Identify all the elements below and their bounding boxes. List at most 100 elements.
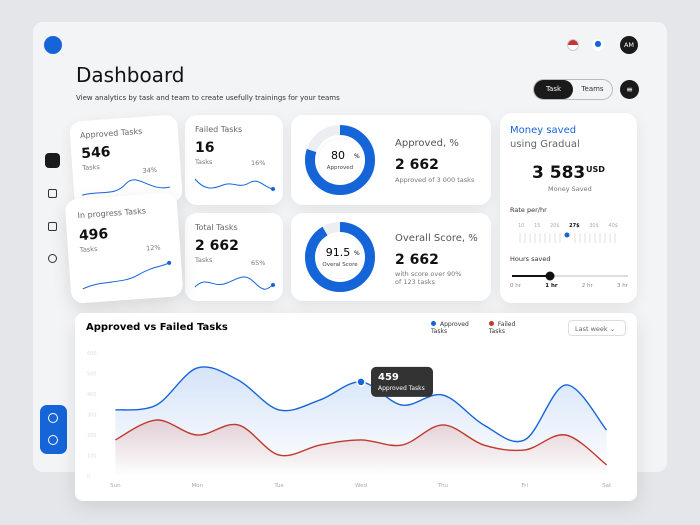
series-line — [115, 419, 608, 466]
hours-option: 0 hr — [510, 283, 521, 289]
card-label: Approved Tasks — [79, 126, 143, 141]
x-tick-label: Sat — [602, 483, 612, 489]
menu[interactable]: ≡ — [620, 80, 639, 99]
rate-ticks — [519, 231, 616, 243]
y-tick-label: 0 — [87, 474, 90, 480]
card-label: Failed Tasks — [195, 125, 243, 134]
hours-label: Hours saved — [510, 255, 551, 263]
legend: Approved Tasks Failed Tasks — [431, 321, 527, 335]
rate-scale: 10 15 20$ 27$ 30$ 40$ — [518, 223, 618, 229]
y-tick-label: 100 — [87, 454, 97, 460]
tab[interactable]: Teams — [581, 85, 604, 93]
tooltip — [371, 366, 433, 397]
rate-option: 30$ — [589, 223, 599, 229]
donut-total: 2 662 — [395, 252, 439, 268]
rate-option: 40$ — [608, 223, 618, 229]
rate-label: Rate per/hr — [510, 206, 547, 214]
tab[interactable]: Task — [534, 80, 573, 99]
card-change: 16% — [251, 159, 266, 167]
failed-card: Failed Tasks 16 Tasks 16% — [185, 115, 283, 205]
money-currency: USD — [586, 165, 605, 174]
legend-item: Failed Tasks — [488, 321, 527, 335]
card-unit: Tasks — [195, 158, 213, 166]
nav-icon[interactable] — [48, 222, 57, 231]
sparkline — [82, 260, 172, 290]
donut-note: of 123 tasks — [395, 278, 435, 286]
approved-card: Approved Tasks 546 Tasks 34% — [69, 114, 183, 210]
nav-icon[interactable] — [45, 153, 60, 168]
y-tick-label: 200 — [87, 433, 97, 439]
donut-value: 80 — [331, 149, 345, 162]
tabs: Task Teams — [533, 79, 613, 100]
rate-option: 20$ — [550, 223, 560, 229]
legend-label: Failed Tasks — [488, 321, 516, 335]
donut-caption: Approved — [327, 165, 353, 171]
donut-total: 2 662 — [395, 157, 439, 173]
donut-arc — [305, 125, 375, 195]
x-tick-label: Tue — [273, 483, 284, 489]
money-subtitle: using Gradual — [510, 139, 580, 150]
donut-unit: % — [354, 250, 360, 257]
donut: 91.5 % Overal Score — [305, 222, 375, 292]
donut-title: Approved, % — [395, 138, 459, 149]
chart-card: Approved Tasks Failed Tasks Last week ⌄ A… — [75, 313, 637, 501]
hover-point — [356, 377, 366, 387]
x-tick-label: Wed — [355, 483, 367, 489]
nav-icon[interactable] — [48, 254, 57, 263]
period: Last week — [575, 325, 608, 333]
money-caption: Money Saved — [548, 185, 592, 193]
donut-inner — [317, 234, 363, 280]
x-tick-label: Sun — [110, 483, 121, 489]
tooltip-label: Approved Tasks — [378, 385, 425, 392]
donut-card: 91.5% Overal Score Overall Score, % 2 662… — [291, 213, 491, 301]
legend-swatch — [488, 321, 494, 326]
donut-note: with score over 90% — [395, 270, 462, 278]
donut-card: 80% Approved Approved, % 2 662 Approved o… — [291, 115, 491, 205]
card-change: 65% — [251, 259, 266, 267]
y-tick-label: 400 — [87, 392, 97, 398]
in-progress-card: In progress Tasks 496 Tasks 12% — [64, 192, 184, 304]
donut: 80 %Approved — [305, 125, 375, 195]
subtitle: View analytics by task and team to creat… — [76, 94, 340, 102]
y-tick-label: 600 — [87, 351, 97, 357]
card-change: 34% — [142, 165, 158, 175]
y-tick-label: 500 — [87, 372, 97, 378]
hours-slider[interactable] — [510, 271, 630, 281]
sparkline — [194, 276, 275, 290]
bell[interactable]: ● — [592, 39, 604, 51]
donut-note: Approved of 3 000 tasks — [395, 176, 475, 184]
rate-option: 10 — [518, 223, 525, 229]
avatar[interactable]: AM — [620, 36, 638, 54]
hours-option: 2 hr — [581, 283, 593, 289]
legend-label: Approved Tasks — [431, 321, 469, 335]
action-icon[interactable] — [48, 413, 58, 423]
legend-swatch — [431, 321, 436, 326]
donut-inner — [317, 137, 363, 183]
x-tick-label: Fri — [521, 483, 528, 489]
donut-caption: Overal Score — [322, 262, 358, 268]
x-tick-label: Thu — [437, 483, 448, 489]
sparkline — [194, 178, 275, 191]
nav-icon[interactable] — [48, 189, 57, 198]
flag[interactable] — [567, 39, 579, 51]
card-unit: Tasks — [195, 256, 213, 264]
rate-option: 15 — [534, 223, 541, 229]
x-tick-label: Mon — [191, 483, 203, 489]
hours-scale: 0 hr 1 hr 2 hr 3 hr — [510, 283, 628, 289]
tooltip-value: 459 — [378, 372, 399, 383]
card-change: 12% — [145, 243, 161, 253]
logo[interactable] — [44, 36, 62, 54]
period-dropdown[interactable]: Last week ⌄ — [568, 320, 626, 336]
chart: Approved vs Failed Tasks 0 100 200 300 400 500… — [86, 322, 612, 489]
hours-option: 1 hr — [545, 283, 558, 289]
money-value: 3 583 — [532, 163, 586, 183]
chart-title: Approved vs Failed Tasks — [86, 322, 228, 333]
legend-item: Approved Tasks — [431, 321, 479, 335]
y-tick-label: 300 — [87, 413, 97, 419]
donut-arc — [305, 222, 375, 292]
donut-title: Overall Score, % — [395, 233, 478, 244]
sparkline — [82, 179, 170, 196]
action-panel — [40, 405, 67, 454]
action-icon[interactable] — [48, 435, 58, 445]
